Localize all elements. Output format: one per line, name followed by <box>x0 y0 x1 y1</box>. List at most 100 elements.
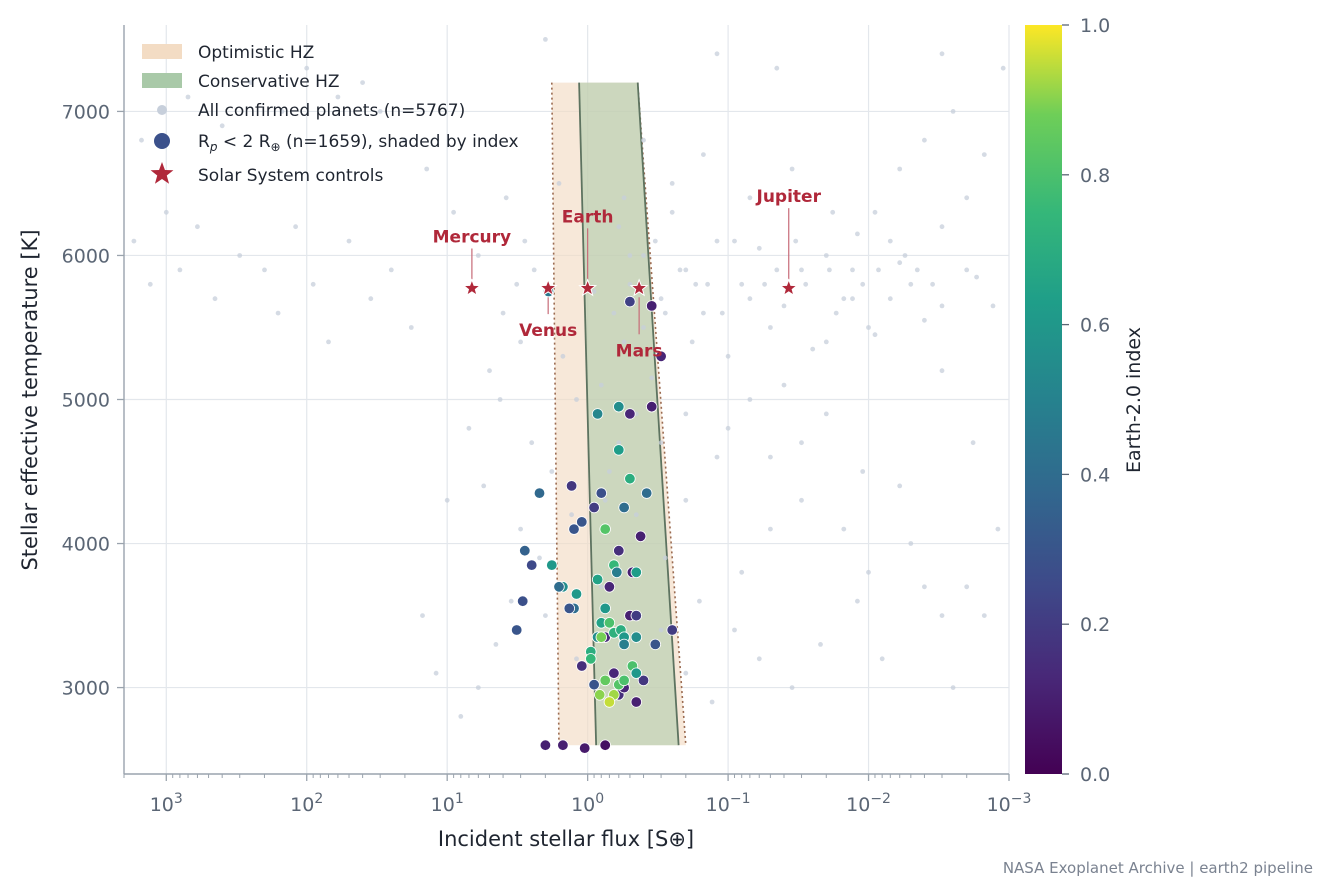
all-planets-point <box>279 109 285 114</box>
all-planets-point <box>705 281 710 287</box>
colorbar-tick-label: 1.0 <box>1080 15 1110 37</box>
all-planets-point <box>658 296 664 302</box>
all-planets-point <box>195 224 200 230</box>
all-planets-point <box>683 670 689 676</box>
small-planet-point <box>563 602 576 615</box>
all-planets-point <box>598 584 604 590</box>
all-planets-point <box>714 51 720 57</box>
all-planets-point <box>823 411 829 417</box>
all-planets-point <box>481 483 487 489</box>
all-planets-point <box>739 569 745 575</box>
all-planets-point <box>402 137 408 143</box>
all-planets-point <box>725 425 731 431</box>
legend-optimistic-label: Optimistic HZ <box>198 43 314 63</box>
small-planet-point <box>613 545 625 557</box>
all-planets-point <box>995 526 1001 532</box>
all-planets-point <box>275 310 281 316</box>
all-planets-point <box>556 181 562 186</box>
all-planets-point <box>939 224 945 230</box>
all-planets-point <box>774 267 780 273</box>
all-planets-point <box>475 253 481 258</box>
all-planets-point <box>781 303 787 309</box>
all-planets-point <box>662 555 668 561</box>
all-planets-point <box>388 267 394 273</box>
all-planets-point <box>747 397 753 402</box>
source-note: NASA Exoplanet Archive | earth2 pipeline <box>1003 859 1313 877</box>
all-planets-point <box>756 656 762 662</box>
all-planets-point <box>887 238 893 244</box>
all-planets-point <box>725 353 731 359</box>
annotation-mercury: Mercury <box>433 227 511 247</box>
legend-optimistic-swatch <box>142 44 182 59</box>
all-planets-point <box>377 109 383 114</box>
all-planets-point <box>930 281 935 287</box>
small-planet-point <box>539 739 552 751</box>
small-planet-point <box>599 674 611 687</box>
all-planets-point <box>799 497 804 503</box>
all-planets-point <box>850 296 855 302</box>
all-planets-point <box>574 397 579 402</box>
small-planet-point <box>613 401 625 413</box>
all-planets-point <box>598 382 604 388</box>
colorbar-tick-label: 0.4 <box>1080 464 1110 486</box>
small-planet-point <box>517 595 529 607</box>
colorbar-tick-label: 0.2 <box>1080 614 1110 636</box>
all-planets-point <box>970 440 976 446</box>
colorbar-gradient <box>1025 25 1062 774</box>
all-planets-point <box>697 598 702 604</box>
small-planet-point <box>557 739 569 751</box>
all-planets-point <box>641 325 646 330</box>
all-planets-point <box>185 94 191 100</box>
all-planets-point <box>939 303 945 309</box>
all-planets-point <box>466 425 472 431</box>
all-planets-point <box>616 440 622 446</box>
all-planets-point <box>850 267 855 273</box>
small-planet-point <box>576 660 588 672</box>
all-planets-point <box>939 613 945 618</box>
small-planet-point <box>591 573 604 586</box>
all-planets-point <box>709 699 715 705</box>
small-planet-point <box>618 501 630 514</box>
small-planet-point <box>646 300 658 312</box>
small-planet-point <box>519 545 531 557</box>
all-planets-point <box>621 195 627 201</box>
all-planets-point <box>310 281 316 287</box>
all-planets-point <box>872 209 878 215</box>
all-planets-point <box>368 296 374 302</box>
all-planets-point <box>768 454 773 460</box>
all-planets-point <box>543 37 548 42</box>
all-planets-point <box>514 281 520 287</box>
small-planet-point <box>630 696 643 708</box>
small-planet-point <box>594 689 606 701</box>
all-planets-point <box>872 332 878 338</box>
small-planet-point <box>526 559 538 571</box>
y-tick-label: 7000 <box>62 101 110 123</box>
all-planets-point <box>139 137 144 143</box>
all-planets-point <box>803 281 809 287</box>
all-planets-point <box>964 584 970 590</box>
annotation-mars: Mars <box>616 341 663 361</box>
all-planets-point <box>990 303 996 309</box>
all-planets-point <box>564 209 570 215</box>
small-planet-point <box>603 696 616 708</box>
all-planets-point <box>500 310 506 316</box>
all-planets-point <box>823 339 829 345</box>
all-planets-point <box>444 497 450 503</box>
tick-labels: 103 102 101 100 10−1 10−2 10−3 3000 4000 5000 6000… <box>62 101 1032 816</box>
all-planets-point <box>607 469 612 474</box>
all-planets-point <box>262 267 267 273</box>
all-planets-point <box>908 541 914 546</box>
all-planets-point <box>591 289 597 294</box>
all-planets-point <box>360 80 365 85</box>
legend-solar-label: Solar System controls <box>198 166 383 186</box>
all-planets-point <box>922 317 927 323</box>
colorbar-tick-label: 0.8 <box>1080 165 1110 187</box>
small-planet-point <box>630 631 643 643</box>
small-planet-point <box>624 473 636 485</box>
x-tick-label: 10−3 <box>987 791 1032 816</box>
all-planets-point <box>908 281 914 287</box>
all-planets-point <box>518 339 523 345</box>
star-venus <box>538 278 558 297</box>
all-planets-point <box>529 440 535 446</box>
all-planets-point <box>424 166 430 172</box>
